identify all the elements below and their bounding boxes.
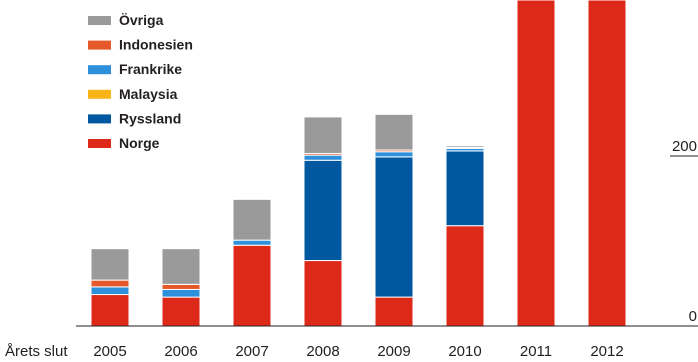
bar-2008-ryssland: [303, 159, 343, 262]
bar-2006-frankrike: [161, 288, 201, 298]
bar-2008-frankrike: [303, 154, 343, 161]
bar-2005-frankrike: [90, 286, 130, 296]
legend-swatch-frankrike: [88, 65, 111, 75]
legend-swatch-norge: [88, 139, 111, 148]
legend-label-ryssland: Ryssland: [119, 110, 181, 126]
bar-2011-norge: [516, 0, 556, 327]
legend-label-malaysia: Malaysia: [119, 86, 178, 102]
x-axis-labels: 2005 2006 2007 2008 2009 2010 2011 2012: [93, 343, 623, 360]
legend: Övriga Indonesien Frankrike Malaysia Rysslan…: [88, 12, 193, 151]
y-tick-label-200: 200: [672, 138, 697, 155]
bar-2009-ovriga: [374, 113, 414, 151]
bar-2005-norge: [90, 294, 130, 327]
bar-2007-norge: [232, 244, 272, 327]
legend-swatch-ryssland: [88, 114, 111, 124]
legend-swatch-indonesien: [88, 40, 111, 50]
x-tick-label-2007: 2007: [235, 343, 268, 360]
bar-2010-ovriga: [445, 145, 485, 149]
bar-2008-ovriga: [303, 116, 343, 154]
x-tick-label-2005: 2005: [93, 343, 126, 360]
bar-2007-frankrike: [232, 239, 272, 246]
bar-2008-norge: [303, 260, 343, 327]
bar-2009-norge: [374, 296, 414, 327]
x-tick-label-2012: 2012: [590, 343, 623, 360]
bar-2010-ryssland: [445, 150, 485, 227]
bar-2005-indonesien: [90, 279, 130, 288]
bar-2006-indonesien: [161, 283, 201, 290]
bar-2006-ovriga: [161, 248, 201, 285]
x-tick-label-2009: 2009: [377, 343, 410, 360]
x-tick-label-2010: 2010: [448, 343, 481, 360]
bars: [90, 0, 627, 327]
bar-2006-norge: [161, 296, 201, 327]
legend-label-ovriga: Övriga: [119, 12, 164, 28]
bar-2005-ovriga: [90, 248, 130, 281]
legend-swatch-ovriga: [88, 16, 111, 25]
y-axis-labels: 0 200: [672, 138, 697, 325]
x-tick-label-2006: 2006: [164, 343, 197, 360]
bar-2009-ryssland: [374, 156, 414, 298]
y-tick-label-0: 0: [689, 308, 697, 325]
x-tick-label-2011: 2011: [520, 343, 552, 360]
bar-2007-ovriga: [232, 198, 272, 241]
legend-label-norge: Norge: [119, 135, 160, 151]
x-axis-title: Årets slut: [5, 343, 68, 360]
bar-2009-frankrike: [374, 151, 414, 158]
x-tick-label-2008: 2008: [306, 343, 339, 360]
legend-swatch-malaysia: [88, 89, 111, 99]
legend-label-frankrike: Frankrike: [119, 61, 182, 77]
legend-label-indonesien: Indonesien: [119, 37, 193, 53]
bar-2012-norge: [587, 0, 627, 327]
bar-2010-norge: [445, 225, 485, 327]
